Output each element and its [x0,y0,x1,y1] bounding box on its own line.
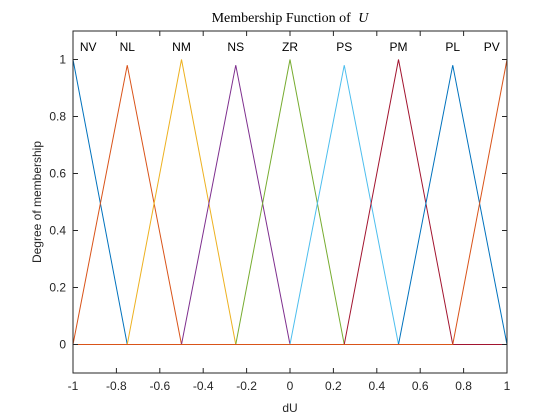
series-line-zr [73,59,507,345]
x-tick-label: -1 [68,379,79,393]
x-tick-label: 0.8 [455,379,472,393]
y-tick-label: 0.2 [49,281,66,295]
x-tick-label: -0.2 [236,379,257,393]
x-tick-label: 0.6 [412,379,429,393]
x-tick-label: 0 [287,379,294,393]
series-label-ns: NS [227,40,244,54]
x-tick-label: 1 [504,379,511,393]
series-line-nm [73,59,507,345]
axes-box [72,30,508,374]
x-tick-label: 0.2 [325,379,342,393]
chart-title-symbol: U [358,11,369,26]
series-labels: NV NL NM NS ZR PS PM PL PV [80,40,500,54]
y-tick-label: 0.8 [49,110,66,124]
chart-title-text: Membership Function of [212,11,352,26]
y-tick-label: 0.4 [49,224,66,238]
series-label-pl: PL [445,40,460,54]
y-tick-labels: 0 0.2 0.4 0.6 0.8 1 [49,53,66,352]
ticks [72,31,508,373]
x-tick-label: -0.4 [193,379,214,393]
series-label-pm: PM [390,40,408,54]
series-label-nm: NM [172,40,191,54]
y-tick-label: 1 [59,53,66,67]
x-tick-label: -0.8 [106,379,127,393]
series-label-nl: NL [120,40,136,54]
y-axis-title: Degree of membership [30,141,44,263]
series-label-nv: NV [80,40,97,54]
series-line-pl [73,65,508,345]
series-line-ns [73,65,507,345]
series-line-ps [73,65,507,345]
y-tick-label: 0 [59,338,66,352]
chart-title: Membership Function of U [212,11,370,26]
series-line-pm [73,59,507,345]
series-label-ps: PS [336,40,352,54]
plot-area [72,59,508,345]
x-tick-label: -0.6 [149,379,170,393]
x-tick-label: 0.4 [368,379,385,393]
series-line-pv [73,59,508,345]
series-label-zr: ZR [282,40,298,54]
series-line-nv [72,59,507,345]
x-axis-title: dU [282,401,297,415]
series-line-nl [72,65,507,345]
series-label-pv: PV [484,40,500,54]
x-tick-labels: -1 -0.8 -0.6 -0.4 -0.2 0 0.2 0.4 0.6 0.8 1 [68,379,511,393]
y-tick-label: 0.6 [49,167,66,181]
